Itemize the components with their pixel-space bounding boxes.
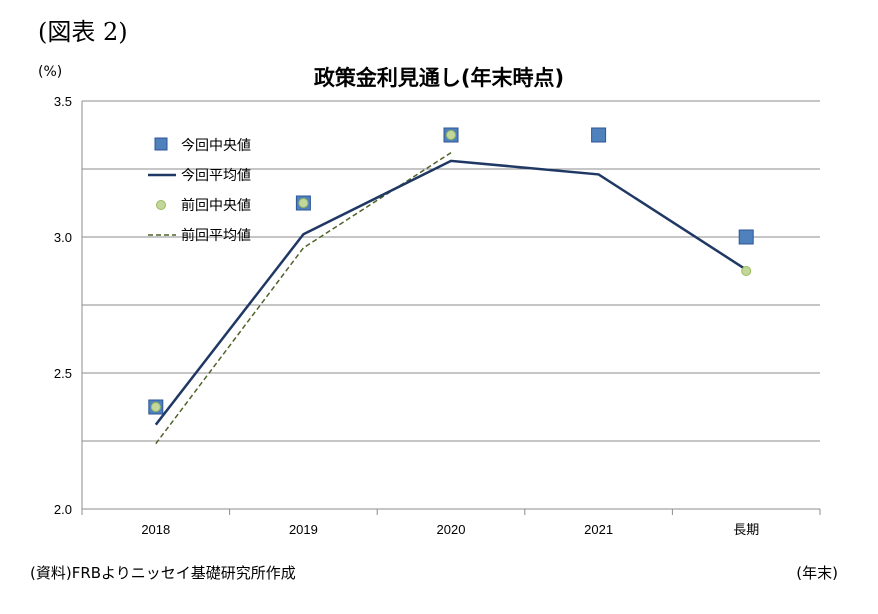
- y-tick-label: 3.0: [54, 230, 72, 245]
- legend-label: 今回中央値: [181, 138, 251, 154]
- legend-swatch-current-median: [154, 137, 168, 151]
- previous-median-marker: [298, 198, 309, 208]
- y-tick-label: 2.0: [54, 502, 72, 517]
- previous-median-marker: [150, 402, 161, 412]
- source-note: (資料)FRBよりニッセイ基礎研究所作成: [30, 564, 296, 582]
- x-axis-unit: (年末): [796, 564, 838, 582]
- axes: [81, 101, 821, 515]
- current-mean-line: [154, 159, 747, 426]
- legend-label: 今回平均値: [181, 168, 251, 184]
- y-axis-unit: (%): [38, 64, 63, 80]
- previous-median-marker: [446, 130, 456, 140]
- x-tick-label: 長期: [733, 522, 759, 537]
- x-tick-label: 2021: [584, 522, 613, 537]
- current-median-marker: [591, 127, 607, 143]
- legend-label: 前回中央値: [181, 197, 251, 214]
- series-group: [148, 127, 754, 445]
- grid-lines: [82, 100, 820, 442]
- previous-median-marker: [741, 266, 752, 276]
- x-tick-label: 2019: [289, 522, 318, 537]
- chart-title: 政策金利見通し(年末時点): [313, 66, 565, 90]
- figure-label: (図表 2): [38, 18, 128, 46]
- y-tick-label: 3.5: [54, 94, 72, 109]
- tick-labels: 2.0 2.5 3.0 3.5 2018 2019 2020 2021 長期: [54, 94, 759, 537]
- legend-swatch-previous-median: [156, 200, 166, 210]
- x-tick-label: 2020: [437, 522, 466, 537]
- legend-label: 前回平均値: [181, 227, 251, 244]
- x-tick-label: 2018: [141, 522, 170, 537]
- current-median-marker: [738, 229, 754, 245]
- y-tick-label: 2.5: [54, 366, 72, 381]
